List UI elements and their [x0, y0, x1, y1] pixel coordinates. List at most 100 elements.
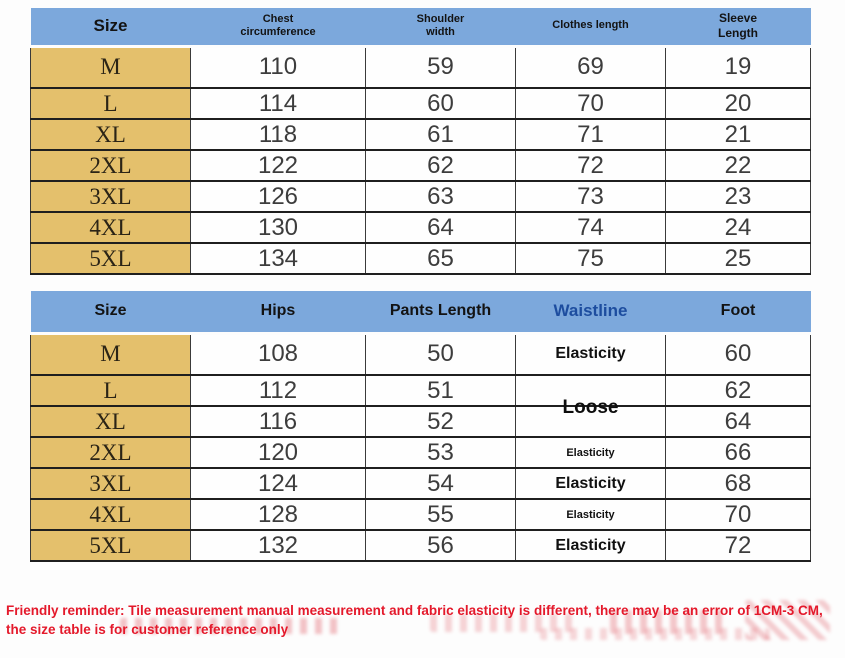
clothes-length-cell: 72 [515, 149, 666, 182]
shoulder-cell: 59 [365, 45, 516, 89]
size-cell: 3XL [30, 467, 191, 500]
pants-length-cell: 51 [365, 374, 516, 407]
table-row: 4XL 130 64 74 24 [30, 211, 811, 244]
clothes-length-cell: 69 [515, 45, 666, 89]
pants-header-row: Size Hips Pants Length Waistline Foot [30, 291, 811, 335]
chest-cell: 126 [190, 180, 366, 213]
size-cell: XL [30, 118, 191, 151]
hips-cell: 128 [190, 498, 366, 531]
watermark-smudge [430, 614, 580, 632]
size-cell: 5XL [30, 242, 191, 275]
hips-cell: 112 [190, 374, 366, 407]
chest-cell: 110 [190, 45, 366, 89]
pants-header-size: Size [30, 291, 191, 335]
pants-length-cell: 53 [365, 436, 516, 469]
tops-size-table: Size Chest circumference Shoulder width … [30, 8, 811, 275]
watermark-smudge [610, 610, 730, 634]
sleeve-cell: 20 [665, 87, 811, 120]
shoulder-cell: 65 [365, 242, 516, 275]
clothes-length-cell: 70 [515, 87, 666, 120]
tops-header-row: Size Chest circumference Shoulder width … [30, 8, 811, 48]
pants-header-waistline: Waistline [515, 291, 666, 335]
watermark-smudge [540, 628, 770, 640]
shoulder-cell: 64 [365, 211, 516, 244]
waistline-cell [515, 405, 666, 438]
friendly-reminder-text: Friendly reminder: Tile measurement manu… [6, 603, 823, 637]
table-row: M 108 50 Elasticity 60 [30, 332, 811, 376]
shoulder-cell: 61 [365, 118, 516, 151]
foot-cell: 72 [665, 529, 811, 562]
watermark-smudge [120, 618, 340, 634]
sleeve-cell: 21 [665, 118, 811, 151]
table-row: 5XL 134 65 75 25 [30, 242, 811, 275]
hips-cell: 124 [190, 467, 366, 500]
pants-length-cell: 50 [365, 332, 516, 376]
clothes-length-cell: 71 [515, 118, 666, 151]
table-row: XL 118 61 71 21 [30, 118, 811, 151]
table-row: XL 116 52 64 [30, 405, 811, 438]
size-cell: 3XL [30, 180, 191, 213]
clothes-length-cell: 74 [515, 211, 666, 244]
size-cell: 2XL [30, 436, 191, 469]
hips-cell: 132 [190, 529, 366, 562]
waistline-loose-label: Loose [562, 397, 619, 418]
table-row: M 110 59 69 19 [30, 45, 811, 89]
size-cell: L [30, 374, 191, 407]
table-row: 2XL 120 53 Elasticity 66 [30, 436, 811, 469]
waistline-cell: Elasticity [515, 467, 666, 500]
table-row: 4XL 128 55 Elasticity 70 [30, 498, 811, 531]
foot-cell: 60 [665, 332, 811, 376]
size-cell: 5XL [30, 529, 191, 562]
tops-header-size: Size [30, 8, 191, 48]
watermark-smudges [0, 592, 845, 658]
pants-size-table: Size Hips Pants Length Waistline Foot M … [30, 291, 811, 562]
foot-cell: 70 [665, 498, 811, 531]
table-row: 3XL 124 54 Elasticity 68 [30, 467, 811, 500]
pants-length-cell: 52 [365, 405, 516, 438]
sleeve-cell: 24 [665, 211, 811, 244]
hips-cell: 116 [190, 405, 366, 438]
waistline-cell: Elasticity [515, 436, 666, 469]
table-row: 3XL 126 63 73 23 [30, 180, 811, 213]
size-cell: L [30, 87, 191, 120]
tops-header-chest: Chest circumference [190, 8, 366, 48]
chest-cell: 118 [190, 118, 366, 151]
chest-cell: 134 [190, 242, 366, 275]
foot-cell: 66 [665, 436, 811, 469]
sleeve-cell: 23 [665, 180, 811, 213]
shoulder-cell: 60 [365, 87, 516, 120]
waistline-cell: Elasticity [515, 332, 666, 376]
foot-cell: 62 [665, 374, 811, 407]
shoulder-cell: 62 [365, 149, 516, 182]
sleeve-cell: 25 [665, 242, 811, 275]
clothes-length-cell: 75 [515, 242, 666, 275]
sleeve-cell: 22 [665, 149, 811, 182]
size-cell: M [30, 45, 191, 89]
table-row: 2XL 122 62 72 22 [30, 149, 811, 182]
waistline-cell: Elasticity [515, 529, 666, 562]
pants-header-pants-length: Pants Length [365, 291, 516, 335]
size-cell: XL [30, 405, 191, 438]
tops-header-clothes-length: Clothes length [515, 8, 666, 48]
watermark-smudge [745, 600, 830, 640]
table-row: 5XL 132 56 Elasticity 72 [30, 529, 811, 562]
chest-cell: 114 [190, 87, 366, 120]
size-cell: 4XL [30, 211, 191, 244]
size-cell: 2XL [30, 149, 191, 182]
table-row: L 112 51 Loose 62 [30, 374, 811, 418]
tops-header-shoulder: Shoulder width [365, 8, 516, 48]
size-cell: M [30, 332, 191, 376]
clothes-length-cell: 73 [515, 180, 666, 213]
chest-cell: 130 [190, 211, 366, 244]
pants-length-cell: 56 [365, 529, 516, 562]
pants-length-cell: 55 [365, 498, 516, 531]
waistline-cell: Loose [515, 374, 666, 418]
size-cell: 4XL [30, 498, 191, 531]
tops-header-sleeve: Sleeve Length [665, 8, 811, 48]
waistline-cell: Elasticity [515, 498, 666, 531]
pants-header-hips: Hips [190, 291, 366, 335]
pants-header-foot: Foot [665, 291, 811, 335]
shoulder-cell: 63 [365, 180, 516, 213]
chest-cell: 122 [190, 149, 366, 182]
